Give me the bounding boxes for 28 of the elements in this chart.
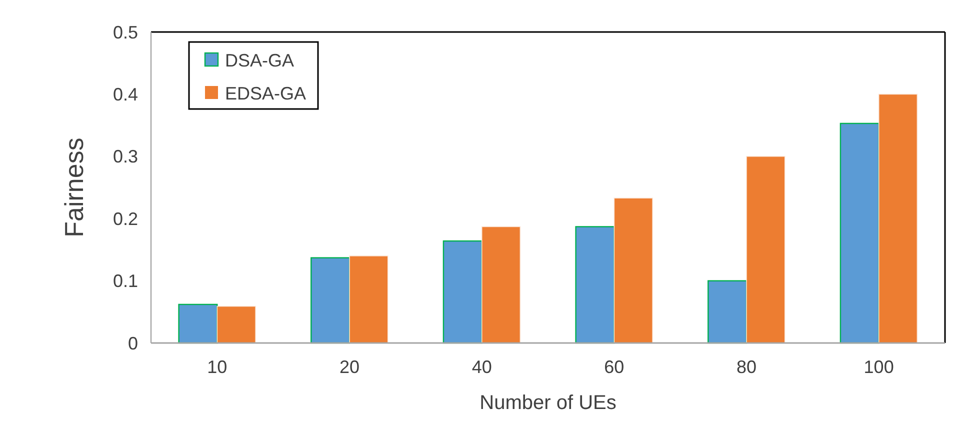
bar [310, 257, 350, 344]
legend-label: DSA-GA [225, 50, 294, 70]
x-tick-label: 20 [339, 357, 360, 377]
x-tick-label: 40 [472, 357, 492, 377]
bar [216, 306, 256, 344]
x-tick-label: 60 [604, 357, 624, 377]
bar [442, 240, 482, 344]
y-tick-label: 0.5 [112, 22, 138, 42]
x-tick-label: 80 [736, 357, 757, 377]
y-tick-label: 0 [128, 333, 138, 354]
bar [614, 198, 653, 344]
x-tick-label: 10 [207, 357, 228, 377]
bar [708, 280, 748, 344]
y-tick-label: 0.1 [112, 271, 138, 292]
y-axis-title: Fairness [59, 138, 89, 238]
bar [575, 226, 615, 344]
legend-label: EDSA-GA [225, 83, 306, 104]
bar [178, 304, 218, 344]
y-tick-label: 0.4 [112, 84, 138, 104]
x-axis-title: Number of UEs [480, 392, 616, 414]
bar [746, 156, 786, 344]
bar [840, 122, 880, 344]
x-tick-label: 100 [864, 357, 894, 377]
y-tick-label: 0.3 [112, 146, 138, 167]
y-tick-label: 0.2 [112, 208, 138, 229]
bar [878, 94, 918, 344]
bar [481, 226, 521, 344]
bar [349, 256, 388, 344]
